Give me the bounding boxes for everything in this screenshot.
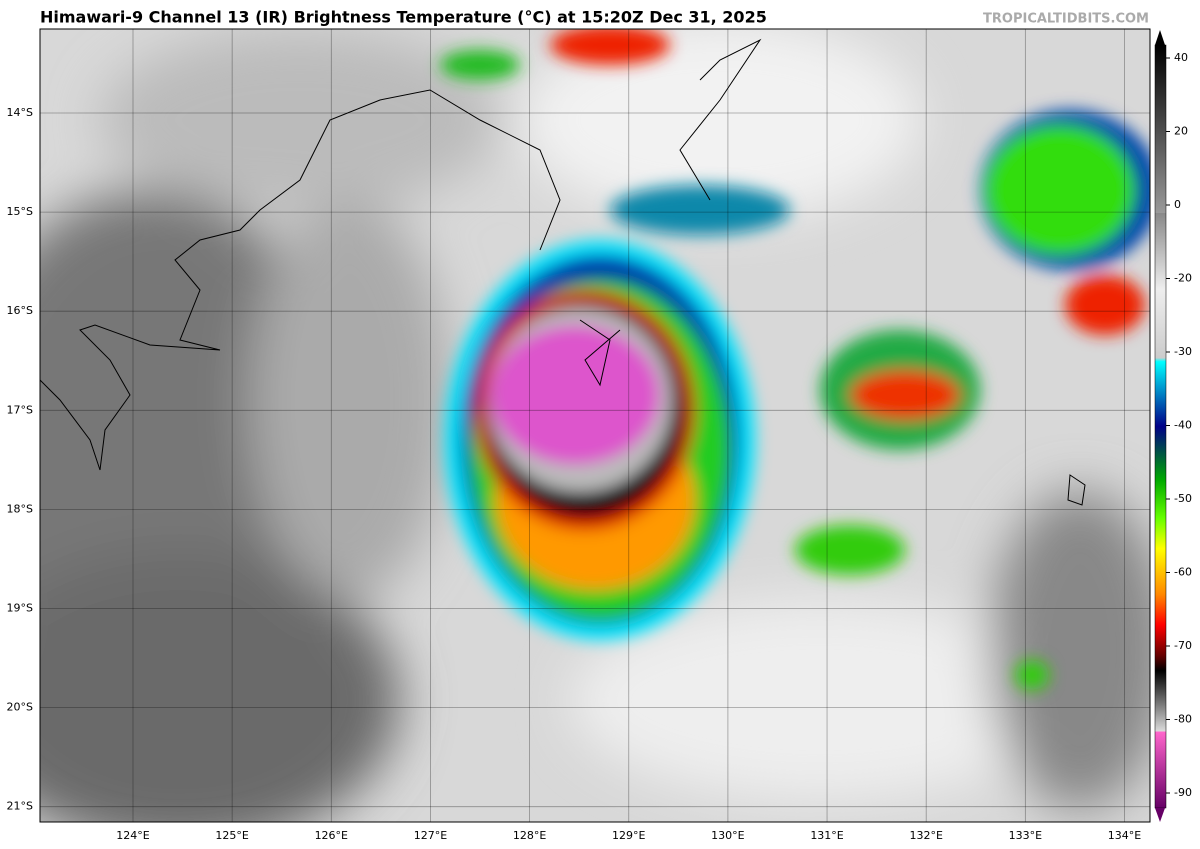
colorbar-tick-label: -80: [1174, 713, 1192, 726]
lon-label: 130°E: [711, 829, 744, 842]
lon-label: 131°E: [810, 829, 843, 842]
lon-label: 125°E: [215, 829, 248, 842]
lat-label: 21°S: [7, 800, 33, 813]
colorbar-tick-label: -50: [1174, 492, 1192, 505]
colorbar-tick-label: 20: [1174, 125, 1188, 138]
lon-label: 126°E: [315, 829, 348, 842]
lon-label: 124°E: [116, 829, 149, 842]
lon-label: 129°E: [612, 829, 645, 842]
lon-label: 128°E: [513, 829, 546, 842]
colorbar-tick-label: -40: [1174, 419, 1192, 432]
lon-label: 133°E: [1009, 829, 1042, 842]
colorbar-ticks: 40 20 0 -20 -30 -40 -50 -60 -70 -80 -90: [1166, 51, 1192, 799]
lat-label: 14°S: [7, 106, 33, 119]
lon-label: 127°E: [414, 829, 447, 842]
graticule: 14°S 15°S 16°S 17°S 18°S 19°S 20°S 21°S 124°E 125…: [7, 29, 1150, 842]
lat-label: 20°S: [7, 701, 33, 714]
lat-label: 16°S: [7, 304, 33, 317]
colorbar-tick-label: 0: [1174, 198, 1181, 211]
lat-label: 18°S: [7, 502, 33, 515]
credit: TROPICALTIDBITS.COM: [983, 12, 1149, 27]
map-frame: [39, 28, 1151, 823]
colorbar-tick-label: -20: [1174, 272, 1192, 285]
colorbar-tick-label: -30: [1174, 345, 1192, 358]
colorbar-tick-label: -90: [1174, 786, 1192, 799]
lon-label: 132°E: [909, 829, 942, 842]
colorbar: [1154, 30, 1167, 822]
lon-label: 134°E: [1108, 829, 1141, 842]
title: Himawari-9 Channel 13 (IR) Brightness Te…: [40, 8, 767, 27]
satellite-image: [40, 29, 1150, 822]
colorbar-tick-label: -70: [1174, 639, 1192, 652]
colorbar-tick-label: 40: [1174, 51, 1188, 64]
lat-label: 15°S: [7, 205, 33, 218]
colorbar-tick-label: -60: [1174, 566, 1192, 579]
coastline: [40, 38, 1086, 506]
lat-label: 19°S: [7, 602, 33, 615]
lat-label: 17°S: [7, 403, 33, 416]
